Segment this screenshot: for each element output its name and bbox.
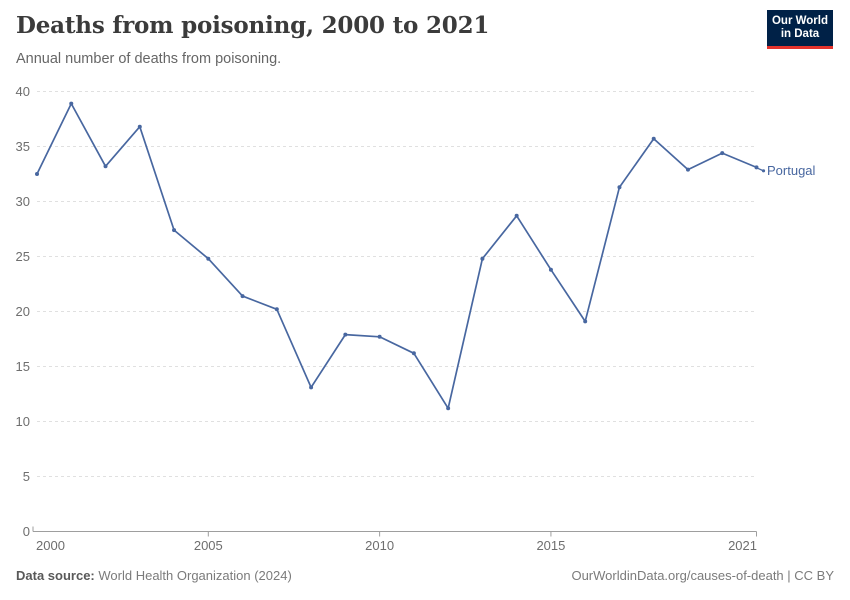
y-tick-label-0: 0 bbox=[23, 524, 30, 539]
data-point-2001[interactable] bbox=[69, 101, 74, 106]
data-point-2009[interactable] bbox=[343, 332, 348, 337]
y-tick-label-40: 40 bbox=[16, 85, 30, 99]
x-tick-label-2021: 2021 bbox=[728, 538, 757, 553]
data-point-2007[interactable] bbox=[274, 307, 279, 312]
data-point-2003[interactable] bbox=[137, 124, 142, 129]
data-point-2008[interactable] bbox=[309, 385, 314, 390]
data-point-2006[interactable] bbox=[240, 294, 245, 299]
data-point-2010[interactable] bbox=[377, 334, 382, 339]
series-label-portugal[interactable]: Portugal bbox=[767, 163, 816, 178]
owid-logo[interactable]: Our World in Data bbox=[767, 10, 833, 49]
data-source-label: Data source: bbox=[16, 568, 95, 583]
data-point-2018[interactable] bbox=[651, 136, 656, 141]
y-tick-label-5: 5 bbox=[23, 469, 30, 484]
y-tick-label-20: 20 bbox=[16, 304, 30, 319]
y-tick-label-35: 35 bbox=[16, 139, 30, 154]
footer-link[interactable]: OurWorldinData.org/causes-of-death | CC … bbox=[571, 568, 834, 583]
series-label-dot bbox=[761, 169, 766, 173]
data-point-2014[interactable] bbox=[514, 213, 519, 218]
data-point-2012[interactable] bbox=[446, 406, 451, 411]
y-tick-label-30: 30 bbox=[16, 194, 30, 209]
y-tick-label-15: 15 bbox=[16, 359, 30, 374]
y-tick-label-10: 10 bbox=[16, 414, 30, 429]
data-point-2016[interactable] bbox=[583, 319, 588, 324]
x-tick-label-2015: 2015 bbox=[536, 538, 565, 553]
chart-svg[interactable]: 0 5 10 15 20 25 30 35 40 2000 2005 2010 2015 2021 Port… bbox=[0, 85, 850, 565]
data-source-value: World Health Organization (2024) bbox=[98, 568, 292, 583]
data-point-2002[interactable] bbox=[103, 164, 108, 169]
data-point-2013[interactable] bbox=[480, 256, 485, 261]
data-point-2020[interactable] bbox=[720, 151, 725, 156]
x-tick-label-2010: 2010 bbox=[365, 538, 394, 553]
chart-subtitle: Annual number of deaths from poisoning. bbox=[16, 51, 282, 67]
y-tick-label-25: 25 bbox=[16, 249, 30, 264]
owid-logo-line1: Our World bbox=[771, 14, 828, 27]
x-tick-label-2000: 2000 bbox=[36, 538, 65, 553]
data-point-2017[interactable] bbox=[617, 185, 622, 190]
data-point-2015[interactable] bbox=[548, 267, 553, 272]
data-source: Data source: World Health Organization (… bbox=[16, 568, 292, 583]
owid-logo-line2: in Data bbox=[780, 28, 820, 40]
chart-footer: Data source: World Health Organization (… bbox=[16, 568, 834, 583]
data-point-2005[interactable] bbox=[206, 256, 211, 261]
x-tick-label-2005: 2005 bbox=[194, 538, 223, 553]
data-point-2019[interactable] bbox=[685, 167, 690, 172]
chart-title: Deaths from poisoning, 2000 to 2021 bbox=[16, 12, 490, 39]
data-point-2000[interactable] bbox=[35, 172, 39, 176]
data-point-2004[interactable] bbox=[172, 228, 177, 233]
data-point-2011[interactable] bbox=[411, 351, 416, 356]
trend-line-portugal[interactable] bbox=[36, 102, 758, 410]
